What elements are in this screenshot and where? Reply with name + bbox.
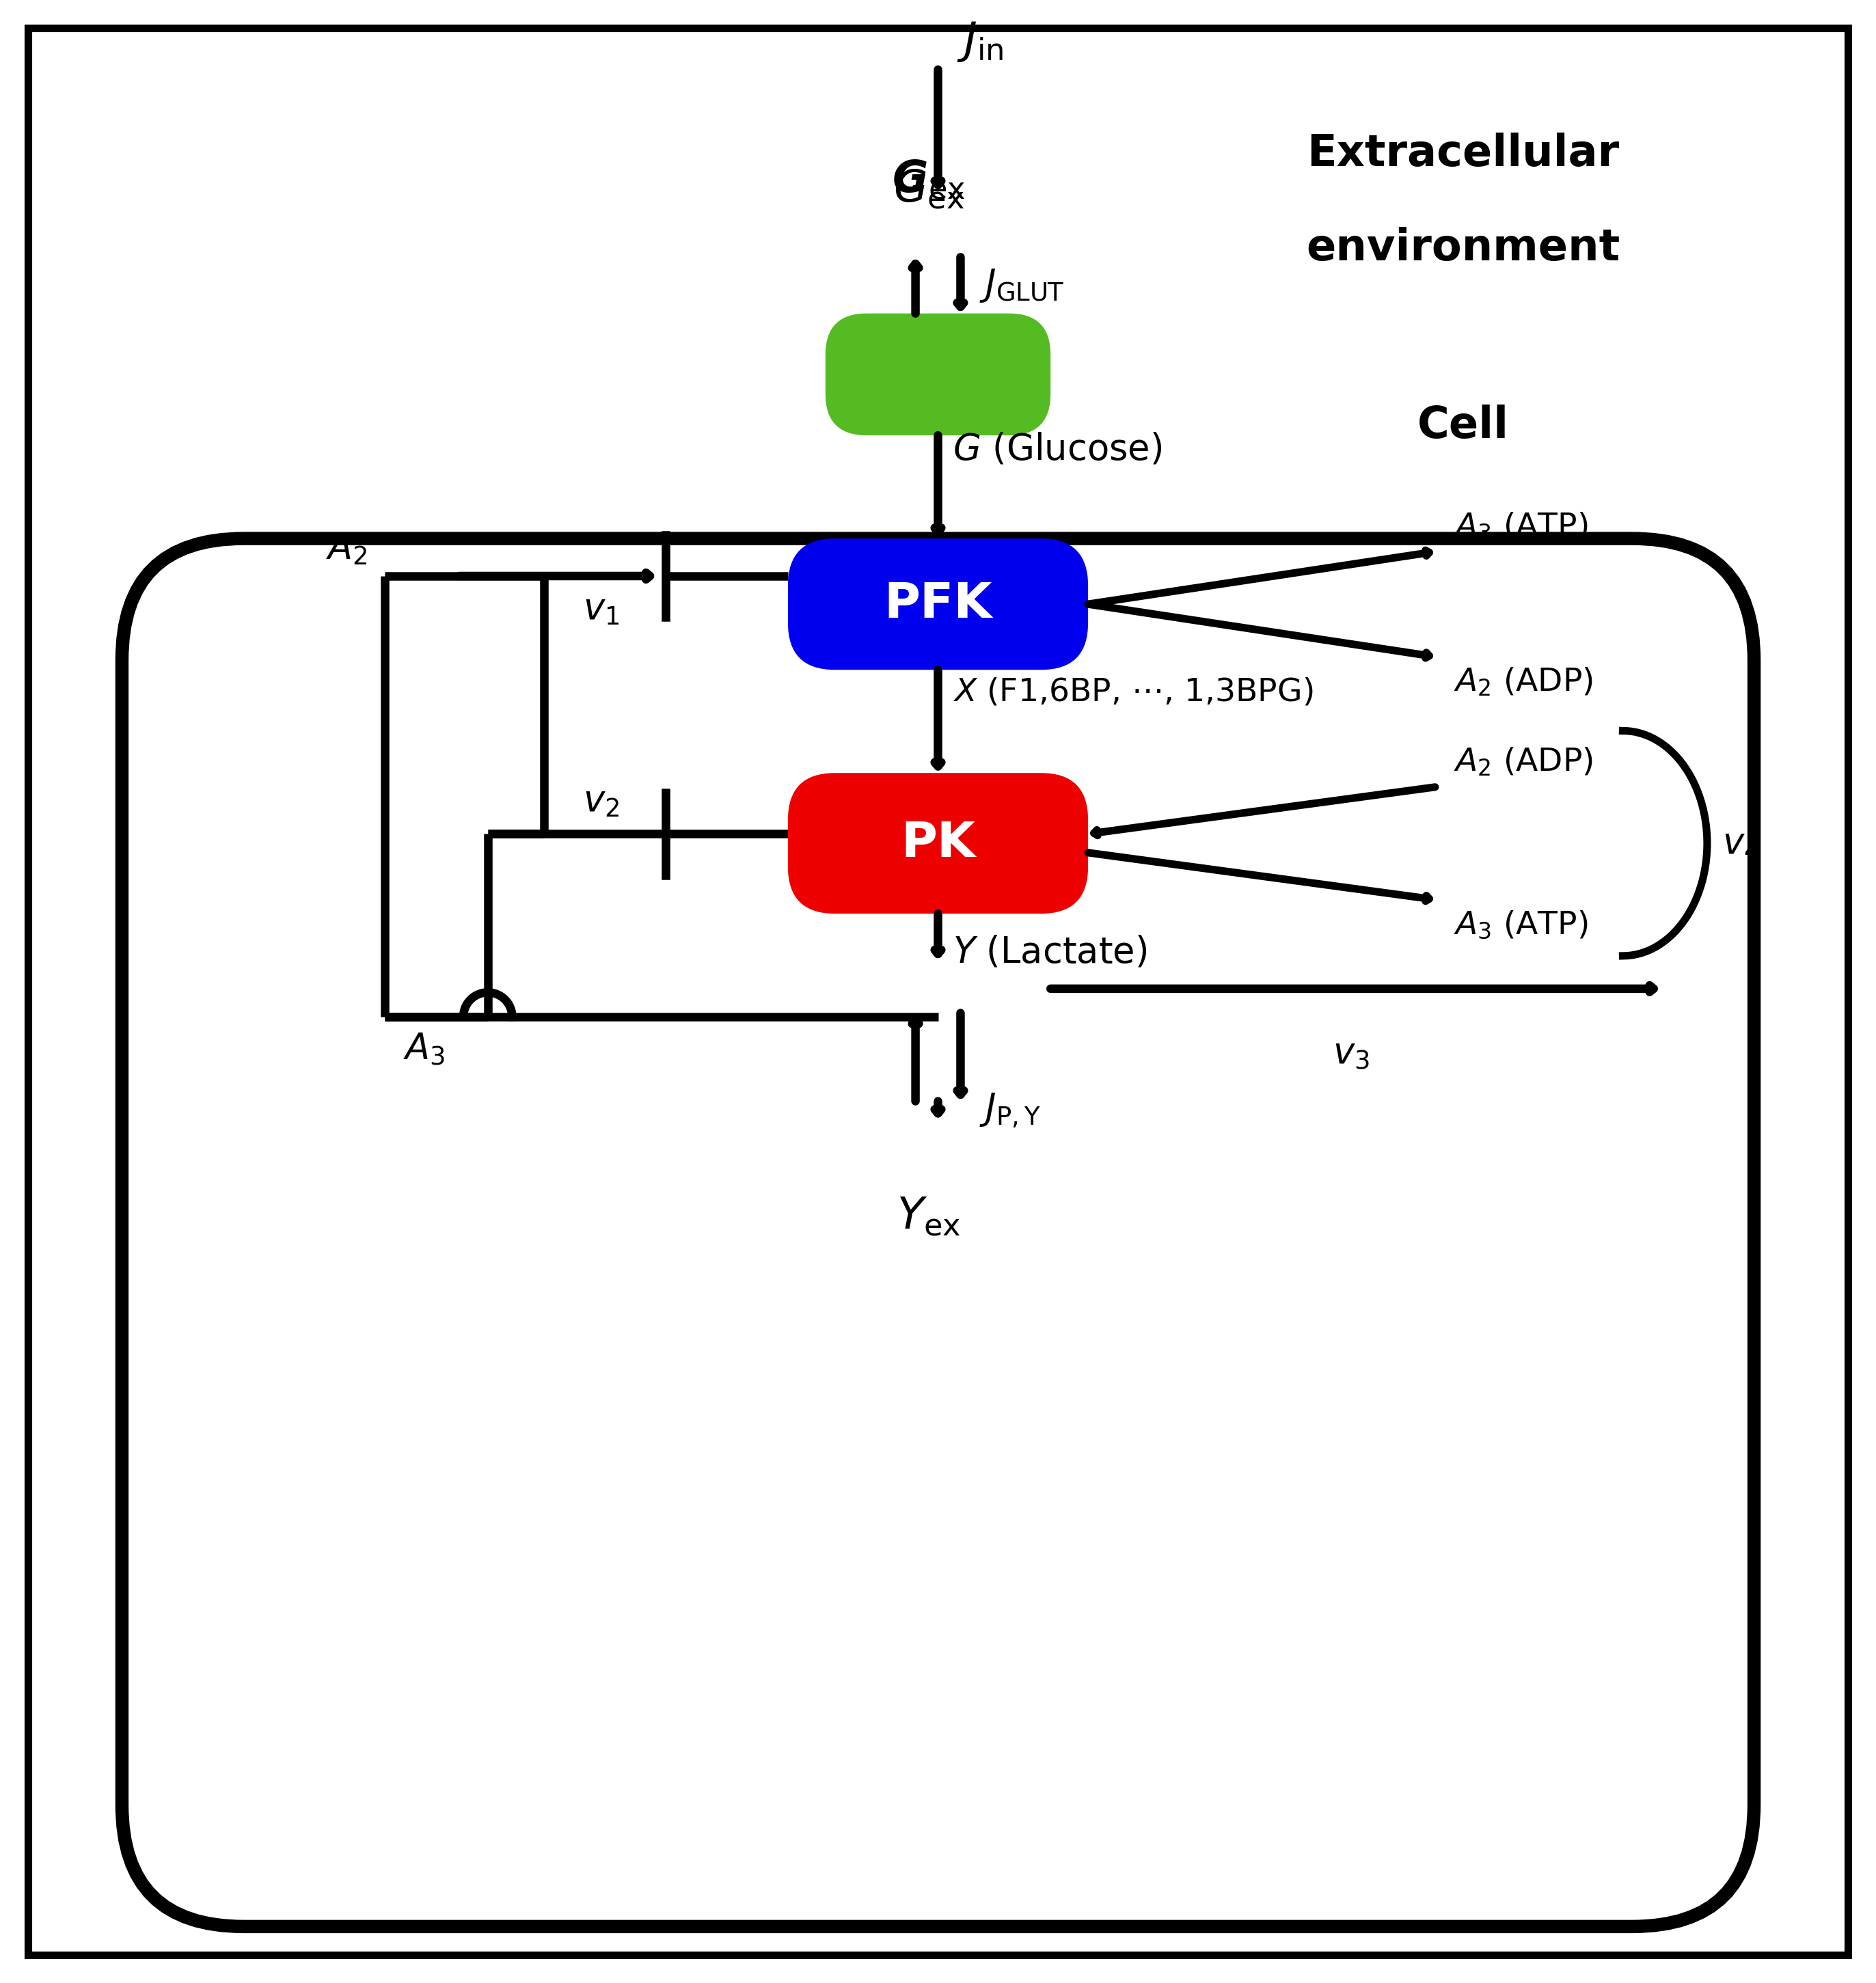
- Text: $A_2$ (ADP): $A_2$ (ADP): [1454, 746, 1593, 777]
- Text: $J_{\rm GLUT}$: $J_{\rm GLUT}$: [979, 268, 1064, 303]
- Text: $J_{\rm in}$: $J_{\rm in}$: [957, 20, 1004, 63]
- Text: $G$ (Glucose): $G$ (Glucose): [953, 432, 1163, 468]
- Text: PFK: PFK: [884, 581, 992, 629]
- Text: $v_2$: $v_2$: [583, 783, 619, 819]
- Text: $A_2$ (ADP): $A_2$ (ADP): [1454, 666, 1593, 698]
- Text: $Y_{\mathrm{ex}}$: $Y_{\mathrm{ex}}$: [897, 1196, 961, 1237]
- Text: $v_4$: $v_4$: [1722, 825, 1760, 861]
- Text: environment: environment: [1306, 226, 1621, 270]
- FancyBboxPatch shape: [788, 773, 1088, 914]
- Text: $v_1$: $v_1$: [583, 591, 619, 627]
- Text: $X$ (F1,6BP, $\cdots$, 1,3BPG): $X$ (F1,6BP, $\cdots$, 1,3BPG): [953, 676, 1313, 708]
- Text: $A_3$ (ATP): $A_3$ (ATP): [1454, 512, 1589, 541]
- Text: Cell: Cell: [1418, 405, 1508, 446]
- Text: $A_3$: $A_3$: [403, 1031, 445, 1067]
- FancyBboxPatch shape: [122, 539, 1754, 1927]
- Text: $A_2$: $A_2$: [326, 531, 368, 567]
- Text: $Y$ (Lactate): $Y$ (Lactate): [953, 934, 1148, 970]
- Text: $v_3$: $v_3$: [1332, 1035, 1369, 1071]
- Text: Extracellular: Extracellular: [1308, 133, 1619, 175]
- FancyBboxPatch shape: [825, 313, 1051, 436]
- Text: $J_{\rm P,Y}$: $J_{\rm P,Y}$: [979, 1093, 1041, 1130]
- Text: $\bfit{G}_{\rm ex}$: $\bfit{G}_{\rm ex}$: [891, 159, 966, 200]
- Text: PK: PK: [900, 819, 976, 867]
- Text: $A_3$ (ATP): $A_3$ (ATP): [1454, 908, 1589, 940]
- Text: $G_{\mathrm{ex}}$: $G_{\mathrm{ex}}$: [893, 167, 964, 210]
- FancyBboxPatch shape: [788, 539, 1088, 670]
